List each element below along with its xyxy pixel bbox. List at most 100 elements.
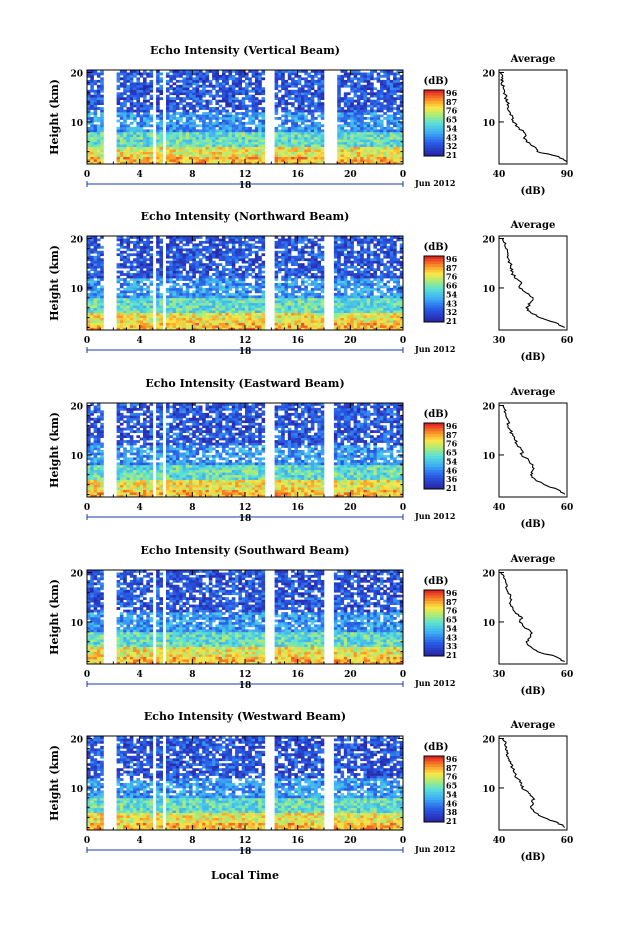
heatmap-cell xyxy=(340,136,345,140)
heatmap-cell xyxy=(238,327,242,331)
heatmap-cell xyxy=(119,124,124,128)
heatmap-cell xyxy=(215,236,219,239)
heatmap-cell xyxy=(129,112,134,115)
heatmap-cell xyxy=(90,243,94,247)
heatmap-cell xyxy=(393,84,397,88)
heatmap-cell xyxy=(301,77,305,81)
heatmap-cell xyxy=(172,258,177,262)
heatmap-cell xyxy=(96,280,101,284)
heatmap-cell xyxy=(261,278,266,281)
heatmap-cell xyxy=(139,253,144,257)
heatmap-cell xyxy=(383,74,387,78)
heatmap-cell xyxy=(251,70,256,73)
heatmap-cell xyxy=(284,70,289,73)
heatmap-cell xyxy=(189,265,193,269)
heatmap-cell xyxy=(215,124,219,128)
heatmap-cell xyxy=(389,102,394,105)
heatmap-cell xyxy=(258,245,262,249)
heatmap-cell xyxy=(337,322,341,326)
heatmap-cell xyxy=(136,144,140,147)
heatmap-cell xyxy=(294,245,298,249)
heatmap-cell xyxy=(198,114,203,118)
heatmap-cell xyxy=(156,317,160,321)
heatmap-cell xyxy=(166,290,170,294)
heatmap-cell xyxy=(198,161,203,165)
heatmap-cell xyxy=(238,117,242,120)
heatmap-cell xyxy=(126,141,131,145)
heatmap-cell xyxy=(370,117,374,120)
heatmap-cell xyxy=(212,117,216,120)
heatmap-cell xyxy=(231,121,236,125)
heatmap-cell xyxy=(87,109,91,113)
heatmap-cell xyxy=(347,124,351,128)
heatmap-cell xyxy=(287,297,292,301)
heatmap-cell xyxy=(228,121,233,125)
heatmap-cell xyxy=(133,97,137,100)
heatmap-cell xyxy=(225,258,229,262)
heatmap-cell xyxy=(258,320,262,323)
heatmap-cell xyxy=(136,260,140,264)
heatmap-cell xyxy=(136,255,140,259)
heatmap-cell xyxy=(304,312,308,316)
heatmap-cell xyxy=(169,151,173,155)
heatmap-cell xyxy=(320,136,325,140)
heatmap-cell xyxy=(251,139,256,143)
heatmap-cell xyxy=(277,124,282,128)
heatmap-cell xyxy=(370,129,374,133)
heatmap-cell xyxy=(185,74,190,78)
heatmap-cell xyxy=(169,149,173,152)
heatmap-cell xyxy=(195,260,200,264)
heatmap-cell xyxy=(333,278,338,281)
heatmap-cell xyxy=(248,144,252,147)
heatmap-cell xyxy=(136,84,140,88)
heatmap-cell xyxy=(225,112,229,115)
heatmap-cell xyxy=(307,292,312,296)
heatmap-cell xyxy=(198,325,203,328)
heatmap-cell xyxy=(146,310,150,313)
heatmap-cell xyxy=(96,131,101,135)
heatmap-cell xyxy=(90,70,94,73)
heatmap-cell xyxy=(274,129,279,133)
heatmap-cell xyxy=(202,159,206,162)
heatmap-cell xyxy=(248,79,252,83)
heatmap-cell xyxy=(231,238,236,242)
heatmap-cell xyxy=(149,94,154,98)
heatmap-cell xyxy=(133,84,137,88)
heatmap-cell xyxy=(208,287,213,291)
heatmap-cell xyxy=(189,159,193,162)
heatmap-cell xyxy=(386,139,391,143)
heatmap-cell xyxy=(343,102,348,105)
heatmap-cell xyxy=(100,273,104,276)
heatmap-cell xyxy=(175,149,180,152)
heatmap-cell xyxy=(301,89,305,93)
heatmap-cell xyxy=(258,141,262,145)
heatmap-cell xyxy=(261,159,266,162)
heatmap-cell xyxy=(287,322,292,326)
heatmap-cell xyxy=(366,131,371,135)
heatmap-cell xyxy=(146,121,150,125)
heatmap-cell xyxy=(119,161,124,165)
heatmap-cell xyxy=(254,159,259,162)
heatmap-cell xyxy=(310,238,315,242)
heatmap-cell xyxy=(195,245,200,249)
heatmap-cell xyxy=(212,255,216,259)
heatmap-cell xyxy=(301,255,305,259)
heatmap-cell xyxy=(294,238,298,242)
heatmap-cell xyxy=(172,97,177,100)
heatmap-cell xyxy=(274,283,279,286)
heatmap-cell xyxy=(297,97,302,100)
heatmap-cell xyxy=(304,159,308,162)
heatmap-cell xyxy=(254,99,259,103)
heatmap-cell xyxy=(129,260,134,264)
heatmap-cell xyxy=(373,87,377,91)
heatmap-cell xyxy=(297,74,302,78)
heatmap-cell xyxy=(136,238,140,242)
heatmap-cell xyxy=(228,238,233,242)
heatmap-cell xyxy=(258,312,262,316)
heatmap-cell xyxy=(222,72,226,76)
heatmap-cell xyxy=(363,129,368,133)
heatmap-cell xyxy=(317,134,321,138)
heatmap-cell xyxy=(277,285,282,289)
heatmap-cell xyxy=(274,310,279,313)
heatmap-cell xyxy=(320,317,325,321)
